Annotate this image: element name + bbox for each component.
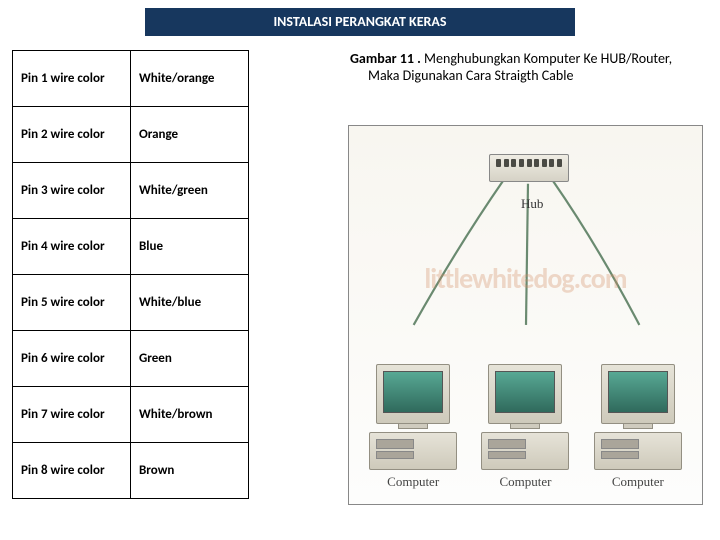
network-diagram: Hub littlewhitedog.com Computer Computer…: [348, 125, 703, 505]
page-title: INSTALASI PERANGKAT KERAS: [145, 8, 575, 36]
hub-body: [489, 154, 569, 182]
color-cell: Orange: [131, 107, 249, 163]
hub-label: Hub: [521, 196, 543, 212]
monitor-icon: [601, 364, 675, 424]
pin-cell: Pin 7 wire color: [13, 387, 131, 443]
table-row: Pin 6 wire color Green: [13, 331, 249, 387]
color-cell: Brown: [131, 443, 249, 499]
caption-prefix: Gambar 11 .: [350, 50, 424, 67]
table-row: Pin 5 wire color White/blue: [13, 275, 249, 331]
color-cell: Blue: [131, 219, 249, 275]
pin-cell: Pin 8 wire color: [13, 443, 131, 499]
color-cell: Green: [131, 331, 249, 387]
pin-cell: Pin 3 wire color: [13, 163, 131, 219]
tower-icon: [369, 432, 457, 470]
computer-node: Computer: [588, 364, 688, 490]
computer-label: Computer: [612, 474, 664, 490]
computer-node: Computer: [363, 364, 463, 490]
computer-label: Computer: [499, 474, 551, 490]
table-row: Pin 8 wire color Brown: [13, 443, 249, 499]
tower-icon: [481, 432, 569, 470]
hub-ports: [496, 159, 562, 169]
figure-caption: Gambar 11 . Menghubungkan Komputer Ke HU…: [350, 50, 700, 84]
table-row: Pin 1 wire color White/orange: [13, 51, 249, 107]
wire-color-table: Pin 1 wire color White/orange Pin 2 wire…: [12, 50, 249, 499]
caption-line1: Menghubungkan Komputer Ke HUB/Router,: [424, 50, 672, 67]
pin-cell: Pin 5 wire color: [13, 275, 131, 331]
tower-icon: [594, 432, 682, 470]
hub-device: [489, 154, 569, 188]
pin-cell: Pin 1 wire color: [13, 51, 131, 107]
computer-label: Computer: [387, 474, 439, 490]
caption-line2: Maka Digunakan Cara Straigth Cable: [350, 67, 700, 84]
pin-cell: Pin 6 wire color: [13, 331, 131, 387]
monitor-icon: [488, 364, 562, 424]
pin-cell: Pin 2 wire color: [13, 107, 131, 163]
table-row: Pin 7 wire color White/brown: [13, 387, 249, 443]
color-cell: White/brown: [131, 387, 249, 443]
table-row: Pin 3 wire color White/green: [13, 163, 249, 219]
watermark-text: littlewhitedog.com: [349, 261, 702, 296]
color-cell: White/blue: [131, 275, 249, 331]
table-row: Pin 4 wire color Blue: [13, 219, 249, 275]
table-row: Pin 2 wire color Orange: [13, 107, 249, 163]
monitor-icon: [376, 364, 450, 424]
color-cell: White/orange: [131, 51, 249, 107]
computers-row: Computer Computer Computer: [357, 364, 694, 490]
color-cell: White/green: [131, 163, 249, 219]
pin-cell: Pin 4 wire color: [13, 219, 131, 275]
computer-node: Computer: [475, 364, 575, 490]
